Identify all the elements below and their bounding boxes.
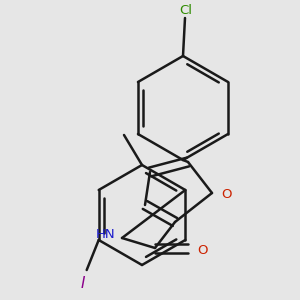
Text: I: I <box>80 277 85 292</box>
Text: O: O <box>221 188 231 202</box>
Text: HN: HN <box>96 227 116 241</box>
Text: O: O <box>197 244 207 256</box>
Text: Cl: Cl <box>179 4 193 16</box>
